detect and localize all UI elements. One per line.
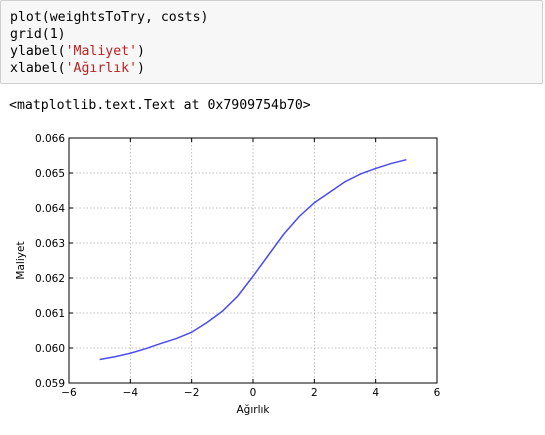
y-tick-label: 0.060 (35, 343, 65, 355)
series-line (99, 158, 407, 361)
code-line: xlabel('Ağırlık') (10, 61, 145, 76)
x-tick-label: 0 (250, 387, 257, 399)
cell-output-text: <matplotlib.text.Text at 0x7909754b70> (9, 98, 311, 113)
x-axis-label: Ağırlık (237, 404, 271, 416)
x-tick-label: −4 (123, 387, 139, 399)
code-cell-input[interactable]: plot(weightsToTry, costs) grid(1) ylabel… (0, 0, 543, 84)
y-tick-label: 0.061 (35, 308, 65, 320)
axis-ticks: −6 −4 −2 0 2 4 6 0.059 0.060 0.061 0.062 0.063 0.064… (35, 133, 441, 399)
code-line: ylabel('Maliyet') (10, 44, 145, 59)
y-tick-label: 0.065 (35, 168, 65, 180)
x-tick-label: −6 (61, 387, 77, 399)
x-tick-label: −2 (184, 387, 199, 399)
y-tick-label: 0.064 (35, 203, 65, 215)
x-tick-label: 6 (434, 387, 441, 399)
y-axis-label: Maliyet (15, 241, 27, 279)
y-tick-label: 0.059 (35, 378, 65, 390)
x-tick-label: 2 (311, 387, 318, 399)
code-line: grid(1) (10, 27, 66, 42)
x-tick-label: 4 (372, 387, 379, 399)
y-tick-label: 0.066 (35, 133, 65, 145)
code-line: plot(weightsToTry, costs) (10, 10, 209, 25)
y-tick-label: 0.062 (35, 273, 65, 285)
y-tick-label: 0.063 (35, 238, 65, 250)
chart-grid (69, 138, 437, 383)
